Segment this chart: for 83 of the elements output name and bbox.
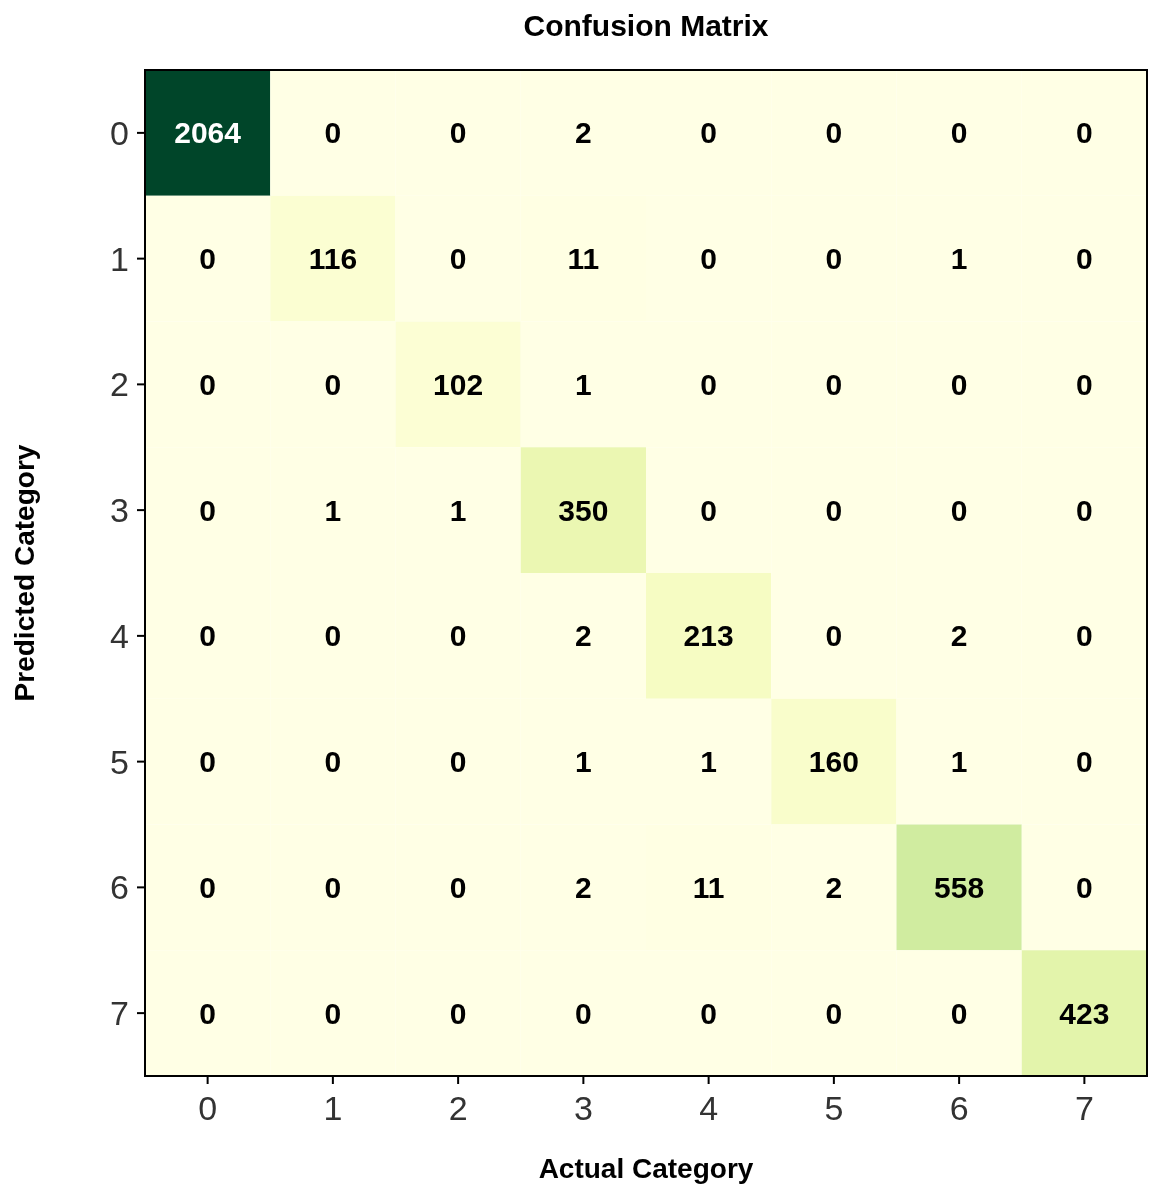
data-label: 0 [950,493,968,527]
data-label: 0 [1076,493,1093,527]
data-label: 0 [199,745,216,779]
data-label: 1 [575,745,592,779]
data-label: 0 [700,493,717,527]
data-label: 1 [950,745,968,779]
data-label: 1 [700,745,717,779]
data-label: 0 [449,619,467,653]
data-label: 0 [324,870,342,904]
data-label: 350 [558,493,609,527]
y-tick-label: 2 [110,365,129,404]
y-tick-label: 4 [110,616,129,655]
y-tick-label: 1 [110,239,129,278]
data-label: 1 [950,242,968,276]
data-label: 2 [825,870,843,904]
data-label: 0 [825,619,843,653]
data-label: 1 [449,493,467,527]
data-label: 423 [1059,996,1110,1030]
data-label: 0 [449,996,467,1030]
data-label: 0 [199,242,216,276]
data-label: 0 [324,367,342,401]
data-label: 2 [575,870,592,904]
data-label: 213 [683,619,734,653]
data-label: 0 [950,116,968,150]
x-tick-label: 3 [573,1089,593,1127]
data-label: 0 [324,619,342,653]
data-label: 2 [575,116,592,150]
x-axis-title: Actual Category [538,1153,754,1184]
data-label: 0 [449,242,467,276]
data-label: 558 [934,870,985,904]
data-label: 0 [1076,367,1093,401]
data-label: 160 [808,745,859,779]
x-tick-label: 4 [699,1089,719,1127]
y-tick-label: 5 [110,742,129,781]
x-tick-label: 7 [1074,1089,1094,1127]
data-label: 0 [700,367,717,401]
data-label: 2 [575,619,592,653]
data-label: 0 [199,619,216,653]
data-label: 0 [575,996,592,1030]
data-label: 116 [308,242,358,276]
x-tick-label: 5 [824,1089,844,1127]
data-label: 0 [324,745,342,779]
data-label: 0 [1076,242,1093,276]
data-label: 102 [433,367,484,401]
data-label: 1 [575,367,592,401]
data-label: 0 [950,996,968,1030]
data-label: 0 [199,493,216,527]
data-label: 0 [449,745,467,779]
data-label: 0 [825,367,843,401]
y-axis-title: Predicted Category [9,444,40,702]
data-label: 0 [950,367,968,401]
data-label: 0 [700,996,717,1030]
data-label: 0 [825,996,843,1030]
data-label: 0 [1076,116,1093,150]
chart-title: Confusion Matrix [523,9,769,42]
x-tick-label: 1 [323,1089,343,1127]
data-label: 0 [1076,870,1093,904]
data-label: 0 [700,116,717,150]
data-label: 0 [449,116,467,150]
x-tick-label: 6 [949,1089,969,1127]
data-label: 0 [825,116,843,150]
data-label: 2 [950,619,968,653]
data-label: 0 [199,367,216,401]
data-label: 0 [324,116,342,150]
data-label: 0 [825,242,843,276]
data-label: 0 [324,996,342,1030]
data-label: 0 [1076,745,1093,779]
data-label: 0 [1076,619,1093,653]
data-label: 11 [567,242,600,276]
data-label: 0 [199,870,216,904]
y-tick-label: 3 [110,491,129,530]
data-label: 0 [700,242,717,276]
data-label: 1 [324,493,342,527]
y-tick-label: 6 [110,868,129,907]
data-label: 0 [825,493,843,527]
y-tick-label: 0 [110,113,129,152]
data-label: 2064 [174,116,242,150]
data-label: 0 [449,870,467,904]
y-tick-label: 7 [110,994,129,1033]
data-label: 0 [199,996,216,1030]
x-tick-label: 2 [448,1089,468,1127]
x-tick-label: 0 [198,1089,218,1127]
data-label: 11 [692,870,725,904]
